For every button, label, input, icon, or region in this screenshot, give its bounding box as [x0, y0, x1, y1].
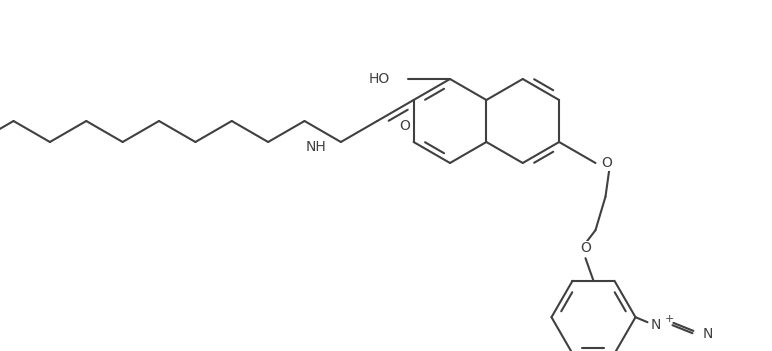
Text: O: O — [580, 241, 591, 255]
Text: +: + — [665, 314, 674, 324]
Text: N: N — [703, 327, 713, 341]
Text: O: O — [601, 156, 612, 170]
Text: HO: HO — [369, 72, 390, 86]
Text: N: N — [651, 318, 661, 332]
Text: O: O — [399, 119, 410, 133]
Text: NH: NH — [305, 140, 326, 154]
